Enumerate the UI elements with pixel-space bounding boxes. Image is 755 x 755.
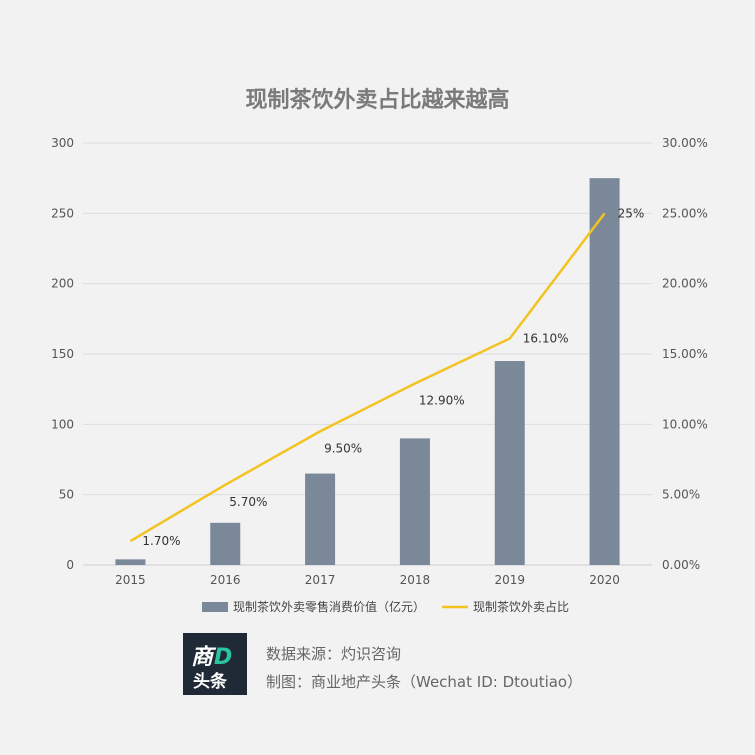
line-data-label: 12.90% <box>419 394 465 408</box>
line-data-label: 9.50% <box>324 441 362 455</box>
line-data-label: 1.70% <box>142 534 180 548</box>
logo-top: 商D <box>191 639 233 671</box>
y-left-tick-label: 150 <box>51 347 74 361</box>
y-left-tick-label: 50 <box>59 488 74 502</box>
line-data-label: 16.10% <box>523 332 569 346</box>
x-tick-label: 2015 <box>115 573 146 587</box>
legend-swatch-bar <box>202 602 228 612</box>
logo-top-accent: D <box>214 645 234 670</box>
y-right-tick-label: 10.00% <box>662 417 708 431</box>
bar <box>305 473 336 565</box>
chart-title: 现制茶饮外卖占比越来越高 <box>245 88 510 113</box>
logo-top-char: 商 <box>191 645 215 670</box>
legend-label-bar: 现制茶饮外卖零售消费价值（亿元） <box>233 599 425 614</box>
credit-note: 制图：商业地产头条（Wechat ID: Dtoutiao） <box>266 673 583 691</box>
legend-label-line: 现制茶饮外卖占比 <box>473 599 569 614</box>
line-data-label: 5.70% <box>229 495 267 509</box>
bar <box>115 559 146 565</box>
x-tick-label: 2016 <box>210 573 241 587</box>
y-right-tick-label: 0.00% <box>662 558 700 572</box>
y-left-tick-label: 0 <box>66 558 74 572</box>
y-left-tick-label: 300 <box>51 136 74 150</box>
y-left-tick-label: 250 <box>51 206 74 220</box>
bar <box>399 438 430 565</box>
brand-logo: 商D 头条 <box>183 633 247 695</box>
x-tick-label: 2020 <box>589 573 620 587</box>
y-right-tick-label: 30.00% <box>662 136 708 150</box>
footer-text: 数据来源：灼识咨询 制图：商业地产头条（Wechat ID: Dtoutiao） <box>266 640 582 696</box>
y-right-tick-label: 25.00% <box>662 206 708 220</box>
line-data-label: 25% <box>618 206 645 220</box>
bar <box>210 522 241 565</box>
y-right-tick-label: 5.00% <box>662 488 700 502</box>
logo-bottom: 头条 <box>193 672 227 692</box>
x-tick-label: 2017 <box>305 573 336 587</box>
line-series <box>129 212 606 543</box>
x-tick-label: 2019 <box>494 573 525 587</box>
y-right-tick-label: 15.00% <box>662 347 708 361</box>
bar <box>494 361 525 565</box>
x-tick-label: 2018 <box>400 573 431 587</box>
y-left-tick-label: 100 <box>51 417 74 431</box>
y-right-tick-label: 20.00% <box>662 277 708 291</box>
source-note: 数据来源：灼识咨询 <box>266 645 402 663</box>
bar <box>589 178 620 565</box>
y-left-tick-label: 200 <box>51 277 74 291</box>
